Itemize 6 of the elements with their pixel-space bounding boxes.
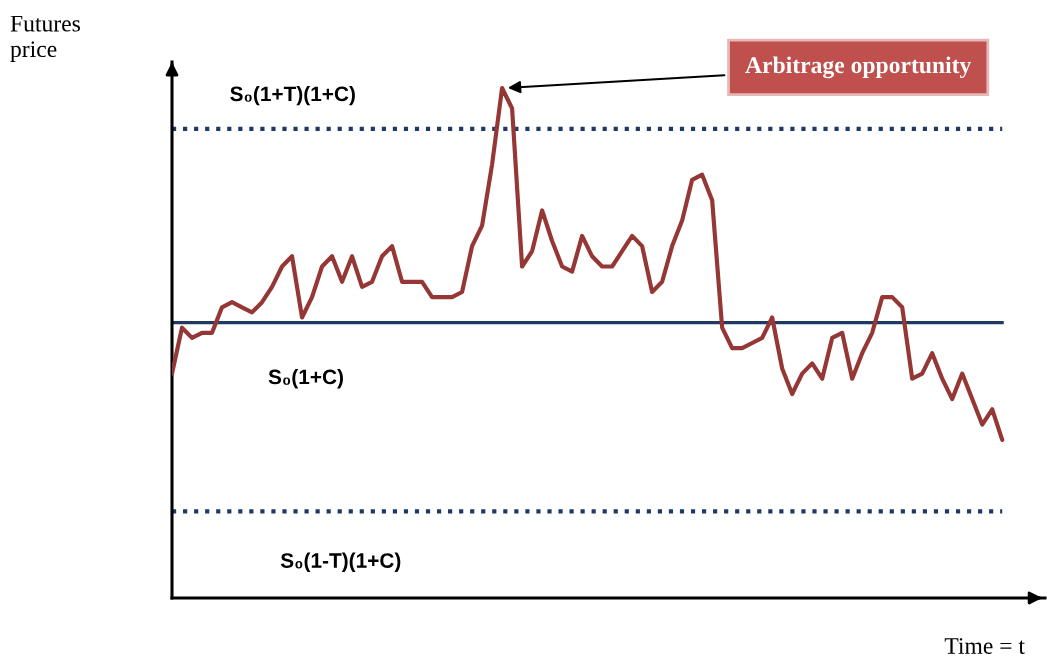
text: Arbitrage opportunity — [745, 56, 972, 79]
ref-line-label: S₀(1+C) — [268, 368, 343, 389]
x-axis-title: Time = t — [944, 638, 1025, 654]
ref-line-label: S₀(1-T)(1+C) — [280, 552, 401, 573]
ref-line-label: S₀(1+T)(1+C) — [230, 85, 355, 106]
y-axis-title: Futures price — [10, 15, 80, 62]
